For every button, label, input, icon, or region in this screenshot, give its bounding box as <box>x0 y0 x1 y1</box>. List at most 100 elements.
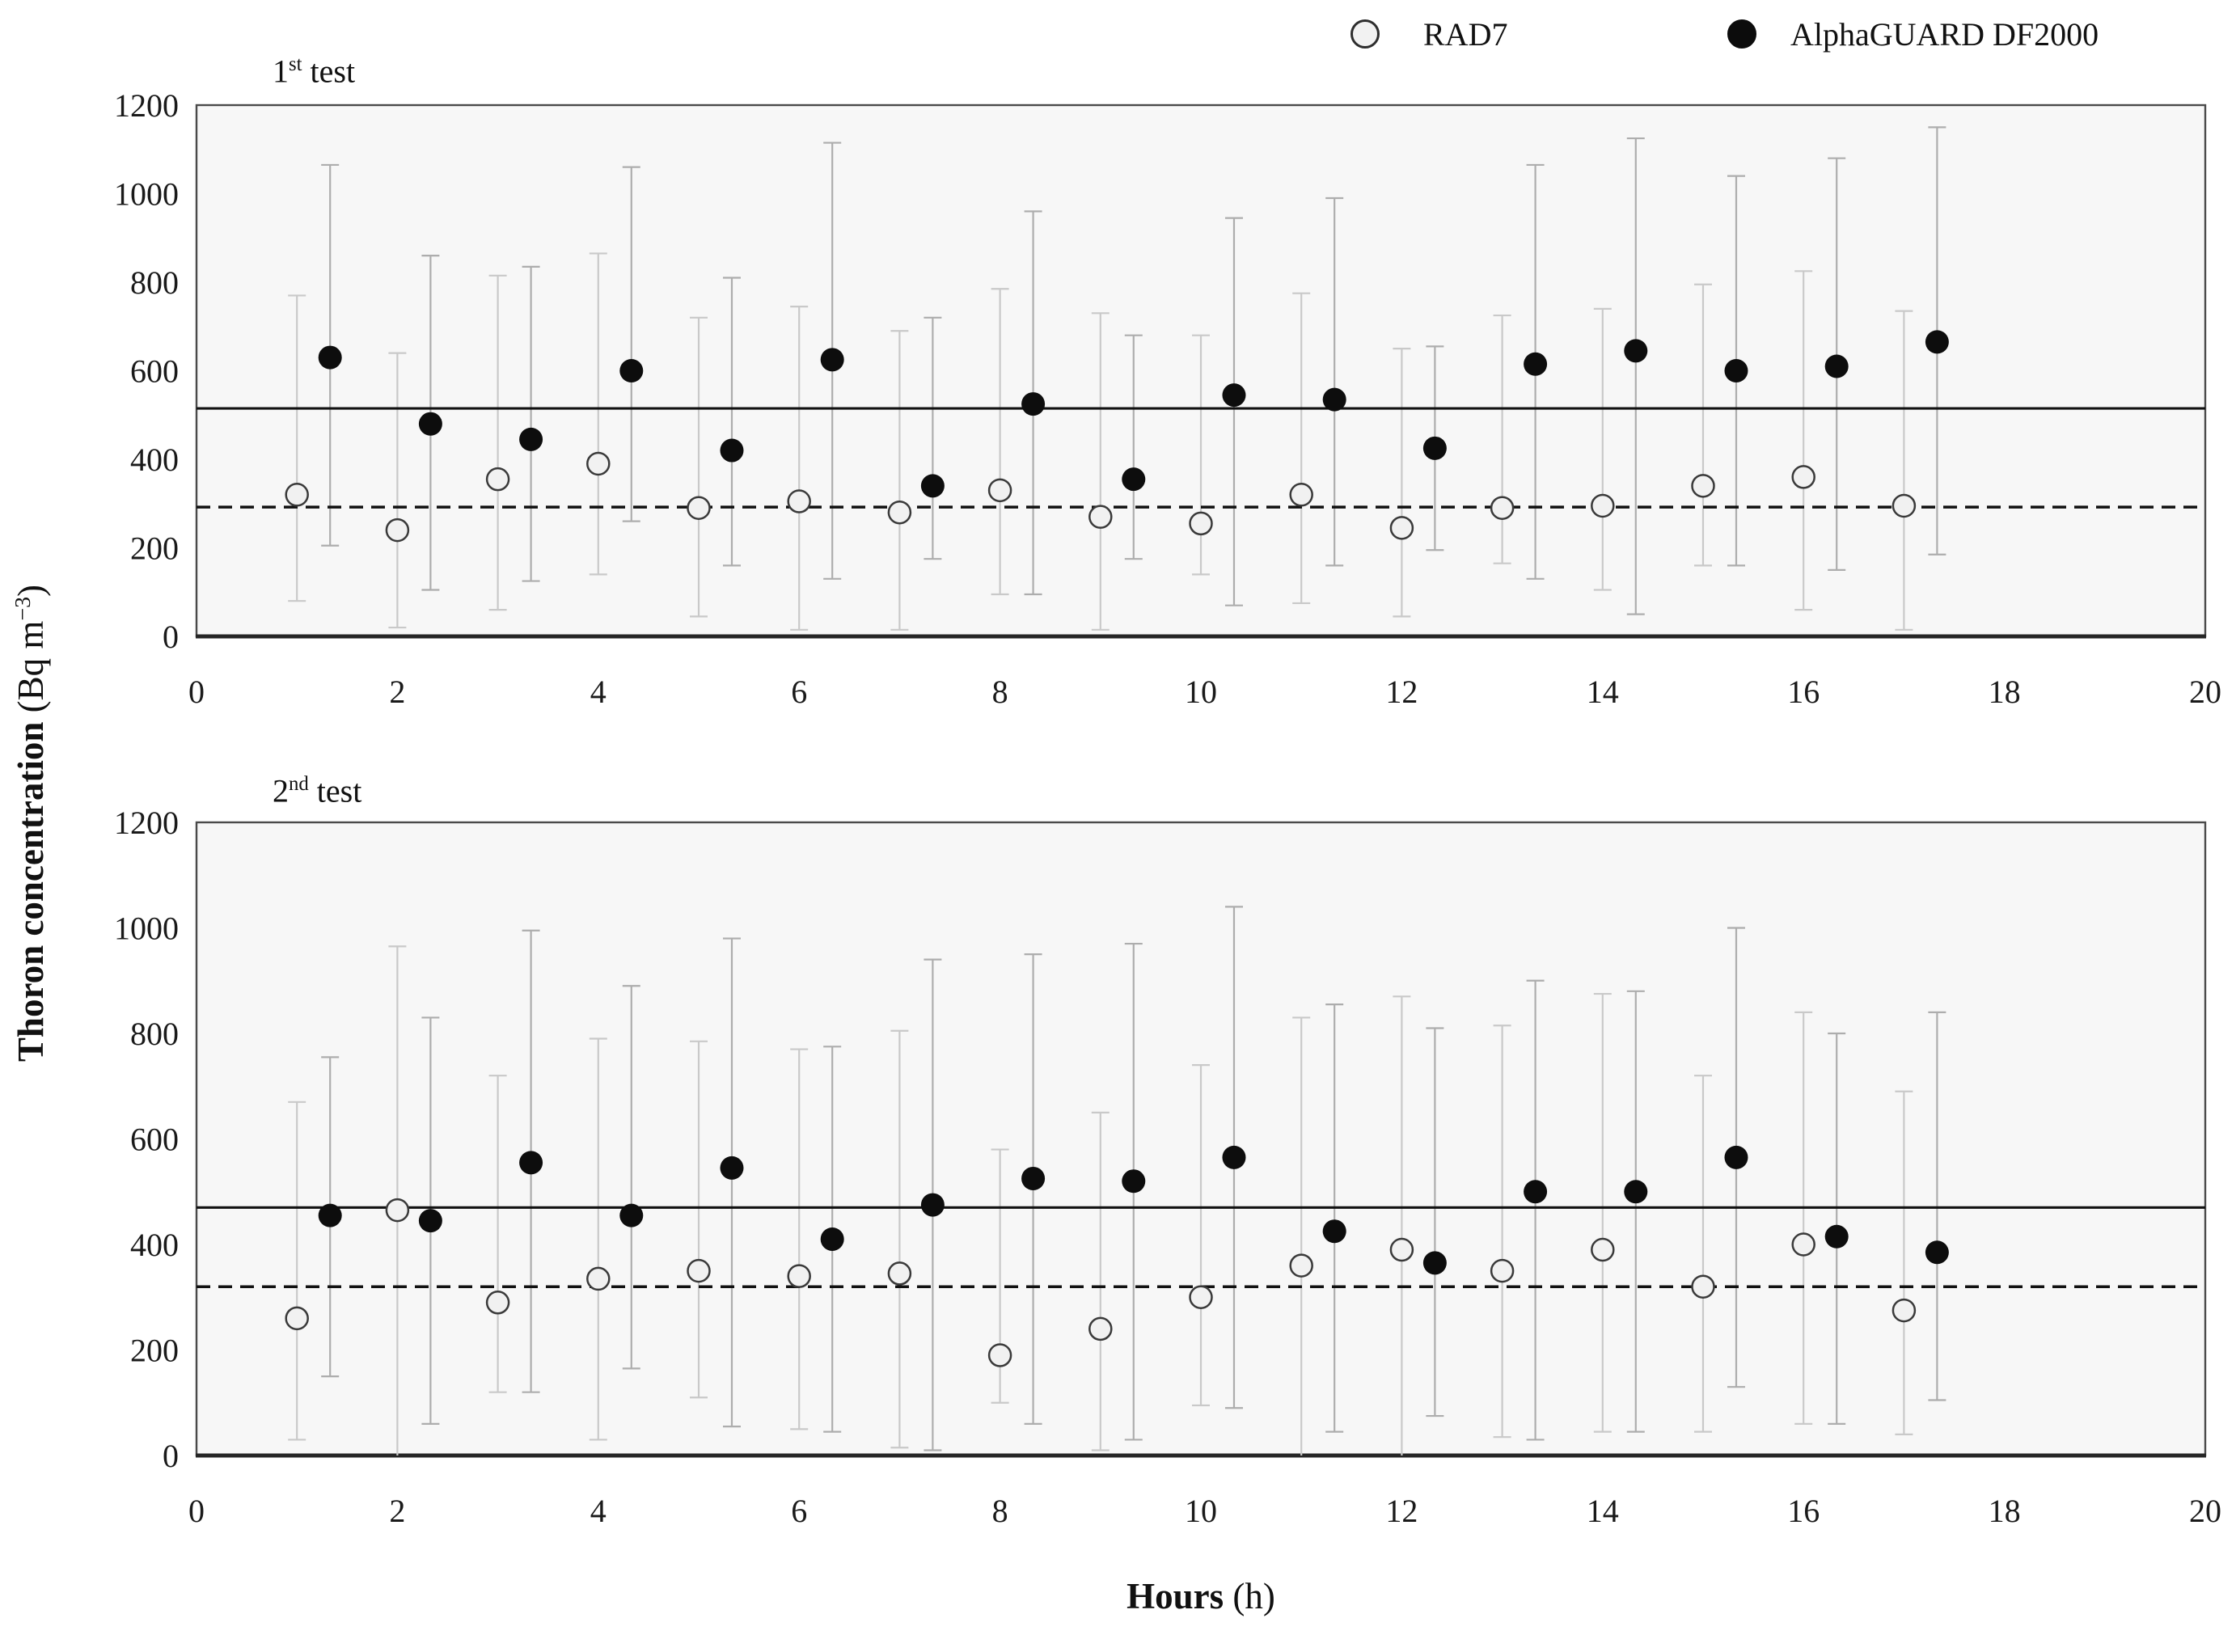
x-tick-label: 20 <box>2189 1493 2221 1524</box>
rad7-point <box>586 1266 611 1291</box>
legend-label-rad7: RAD7 <box>1423 15 1508 53</box>
alphaguard-point <box>1925 1240 1949 1265</box>
x-tick-label: 12 <box>1385 674 1418 710</box>
rad7-point <box>1389 1237 1414 1262</box>
rad7-point <box>687 1258 711 1283</box>
rad7-point <box>485 467 510 492</box>
alphaguard-point <box>1824 1224 1849 1249</box>
alphaguard-point <box>1624 339 1648 363</box>
rad7-point <box>1591 493 1615 518</box>
alphaguard-point <box>318 345 342 370</box>
rad7-open-circle-icon <box>1350 19 1380 49</box>
alphaguard-point <box>1322 387 1346 412</box>
legend-label-alphaguard: AlphaGUARD DF2000 <box>1790 15 2099 53</box>
rad7-point <box>1691 474 1715 498</box>
alphaguard-point <box>820 348 844 372</box>
alphaguard-point <box>1021 392 1046 416</box>
alphaguard-filled-circle-icon <box>1727 19 1756 49</box>
alphaguard-point <box>1624 1180 1648 1204</box>
legend-item-alphaguard: AlphaGUARD DF2000 <box>1727 13 2099 55</box>
y-tick-label: 400 <box>130 442 179 478</box>
alphaguard-point <box>720 438 744 463</box>
y-tick-label: 600 <box>130 1122 179 1158</box>
rad7-point <box>1088 505 1113 529</box>
alphaguard-point <box>619 359 644 382</box>
y-tick-label: 0 <box>163 1438 179 1474</box>
x-tick-label: 0 <box>188 674 205 710</box>
x-tick-label: 16 <box>1787 1493 1820 1524</box>
y-tick-label: 200 <box>130 530 179 567</box>
alphaguard-point <box>820 1227 844 1251</box>
x-tick-label: 18 <box>1989 674 2021 710</box>
rad7-point <box>1791 1232 1815 1257</box>
alphaguard-point <box>920 474 945 498</box>
alphaguard-point <box>1122 467 1146 492</box>
alphaguard-point <box>619 1203 644 1227</box>
y-tick-label: 1000 <box>114 911 179 947</box>
rad7-point <box>385 518 410 543</box>
x-tick-label: 2 <box>389 1493 405 1524</box>
rad7-point <box>1691 1274 1715 1299</box>
alphaguard-point <box>1222 383 1246 408</box>
x-tick-label: 6 <box>791 674 807 710</box>
test1-plot: 0 200 400 600 800 1000 1200 0 2 4 6 8 10 12 14 16 18 20 <box>114 87 2221 710</box>
alphaguard-point <box>318 1203 342 1227</box>
rad7-point <box>787 489 811 513</box>
x-tick-label: 8 <box>992 674 1008 710</box>
rad7-point <box>285 483 309 507</box>
alphaguard-point <box>1524 1180 1548 1204</box>
x-tick-label: 6 <box>791 1493 807 1524</box>
y-tick-label: 1200 <box>114 805 179 841</box>
y-tick-label: 800 <box>130 1016 179 1052</box>
y-tick-label: 1200 <box>114 87 179 124</box>
rad7-point <box>285 1306 309 1331</box>
panel-title-test1: 1st test <box>273 53 356 90</box>
x-tick-label: 10 <box>1185 674 1217 710</box>
rad7-point <box>987 1343 1012 1367</box>
panel-title-test2: 2nd test <box>273 772 362 809</box>
alphaguard-point <box>1222 1145 1246 1169</box>
rad7-point <box>385 1198 410 1223</box>
rad7-point <box>586 451 611 476</box>
x-tick-label: 16 <box>1787 674 1820 710</box>
rad7-point <box>987 478 1012 503</box>
alphaguard-point <box>418 1209 442 1233</box>
y-axis-title: Thoron concentration (Bq m−3) <box>11 584 51 1063</box>
y-tick-label: 800 <box>130 264 179 301</box>
rad7-point <box>1189 511 1213 536</box>
x-axis-title: Hours (h) <box>1126 1576 1275 1616</box>
x-tick-label: 10 <box>1185 1493 1217 1524</box>
alphaguard-point <box>920 1193 945 1217</box>
x-tick-label: 8 <box>992 1493 1008 1524</box>
alphaguard-point <box>1422 436 1447 460</box>
rad7-point <box>1892 493 1917 518</box>
alphaguard-point <box>519 427 543 451</box>
rad7-point <box>1289 483 1313 507</box>
alphaguard-point <box>1021 1166 1046 1190</box>
alphaguard-point <box>1524 352 1548 376</box>
alphaguard-point <box>1724 359 1748 382</box>
alphaguard-point <box>519 1151 543 1175</box>
y-tick-label: 400 <box>130 1227 179 1263</box>
rad7-point <box>1791 465 1815 489</box>
x-tick-label: 18 <box>1989 1493 2021 1524</box>
x-tick-label: 20 <box>2189 674 2221 710</box>
x-tick-label: 2 <box>389 674 405 710</box>
x-tick-label: 14 <box>1587 1493 1619 1524</box>
rad7-point <box>1490 496 1515 520</box>
y-tick-label: 1000 <box>114 176 179 213</box>
rad7-point <box>1189 1285 1213 1309</box>
rad7-point <box>1088 1316 1113 1341</box>
alphaguard-point <box>1322 1219 1346 1244</box>
rad7-point <box>1389 516 1414 540</box>
y-tick-label: 200 <box>130 1333 179 1369</box>
alphaguard-point <box>1824 354 1849 378</box>
x-tick-label: 14 <box>1587 674 1619 710</box>
rad7-point <box>787 1264 811 1288</box>
x-tick-label: 4 <box>590 674 607 710</box>
rad7-point <box>887 1261 912 1286</box>
rad7-point <box>1289 1253 1313 1278</box>
x-tick-label: 0 <box>188 1493 205 1524</box>
rad7-point <box>1490 1258 1515 1283</box>
